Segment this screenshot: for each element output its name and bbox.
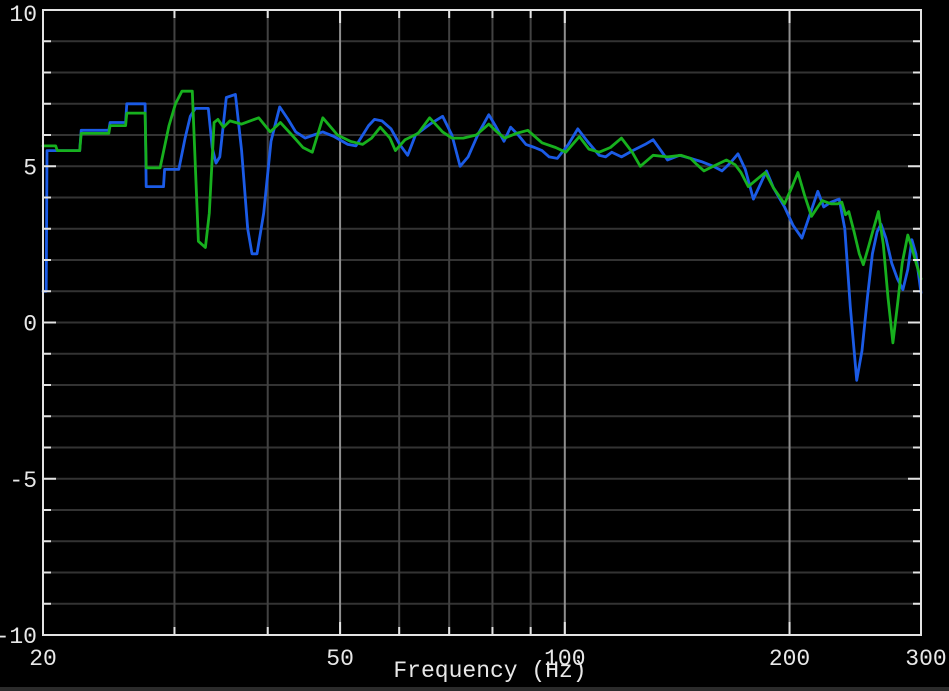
x-tick-label: 50 (326, 646, 354, 672)
x-axis-label: Frequency (Hz) (393, 658, 586, 684)
window-bottom-edge (0, 687, 949, 691)
x-tick-label: 200 (769, 646, 810, 672)
x-tick-label: 300 (905, 646, 946, 672)
y-tick-label: -5 (9, 468, 37, 494)
y-tick-label: 0 (23, 312, 37, 338)
y-tick-label: 5 (23, 155, 37, 181)
green-trace (41, 89, 923, 345)
x-tick-label: 100 (544, 646, 585, 672)
y-tick-label: -10 (0, 624, 37, 650)
x-tick-label: 20 (29, 646, 57, 672)
y-tick-label: 10 (9, 2, 37, 28)
